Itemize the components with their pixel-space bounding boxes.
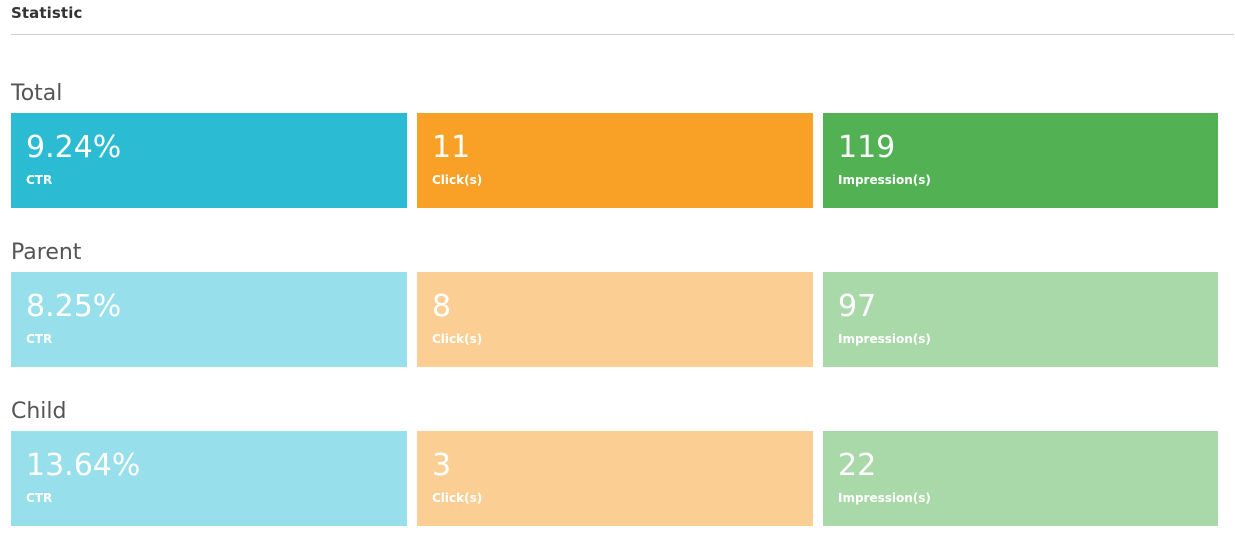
group-label-parent: Parent <box>11 240 82 265</box>
clicks-card-total: 11 Click(s) <box>417 113 813 208</box>
clicks-value: 11 <box>432 130 471 165</box>
impressions-card-parent: 97 Impression(s) <box>823 272 1218 367</box>
ctr-value: 8.25% <box>26 289 122 324</box>
impressions-card-total: 119 Impression(s) <box>823 113 1218 208</box>
impressions-caption: Impression(s) <box>838 332 931 346</box>
ctr-value: 9.24% <box>26 130 122 165</box>
ctr-caption: CTR <box>26 332 53 346</box>
ctr-value: 13.64% <box>26 448 141 483</box>
panel-title: Statistic <box>11 4 83 22</box>
title-divider <box>11 34 1234 35</box>
ctr-card-total: 9.24% CTR <box>11 113 407 208</box>
ctr-card-child: 13.64% CTR <box>11 431 407 526</box>
impressions-caption: Impression(s) <box>838 491 931 505</box>
clicks-card-parent: 8 Click(s) <box>417 272 813 367</box>
impressions-value: 22 <box>838 448 877 483</box>
ctr-caption: CTR <box>26 491 53 505</box>
clicks-caption: Click(s) <box>432 491 483 505</box>
ctr-card-parent: 8.25% CTR <box>11 272 407 367</box>
impressions-card-child: 22 Impression(s) <box>823 431 1218 526</box>
clicks-value: 8 <box>432 289 452 324</box>
ctr-caption: CTR <box>26 173 53 187</box>
clicks-value: 3 <box>432 448 452 483</box>
impressions-value: 119 <box>838 130 896 165</box>
impressions-value: 97 <box>838 289 877 324</box>
group-label-total: Total <box>11 81 63 106</box>
clicks-card-child: 3 Click(s) <box>417 431 813 526</box>
group-label-child: Child <box>11 399 67 424</box>
clicks-caption: Click(s) <box>432 173 483 187</box>
clicks-caption: Click(s) <box>432 332 483 346</box>
impressions-caption: Impression(s) <box>838 173 931 187</box>
